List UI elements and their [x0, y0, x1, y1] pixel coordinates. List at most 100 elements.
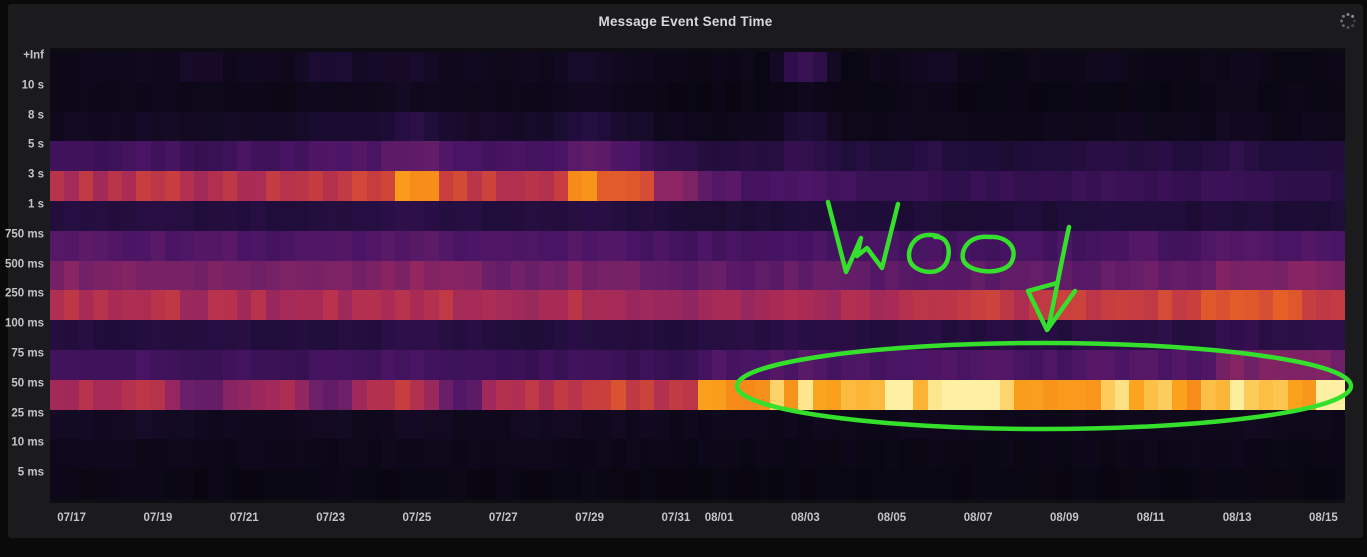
- heatmap-cell: [798, 320, 813, 350]
- heatmap-cell: [1042, 320, 1058, 350]
- heatmap-cell: [193, 349, 209, 380]
- heatmap-cell: [179, 111, 194, 142]
- heatmap-cell: [740, 111, 756, 142]
- heatmap-cell: [553, 379, 569, 410]
- heatmap-cell: [755, 81, 770, 112]
- heatmap-cell: [1230, 379, 1245, 410]
- heatmap-cell: [93, 469, 108, 499]
- heatmap-cell: [121, 81, 137, 112]
- heatmap-cell: [1273, 52, 1288, 82]
- panel-header[interactable]: Message Event Send Time: [8, 4, 1363, 38]
- heatmap-cell: [1316, 111, 1331, 142]
- heatmap-cell: [150, 439, 166, 470]
- heatmap-cell: [222, 409, 238, 440]
- heatmap-cell: [395, 439, 410, 470]
- heatmap-cell: [395, 230, 410, 261]
- heatmap-cell: [841, 52, 856, 82]
- heatmap-cell: [668, 349, 684, 380]
- heatmap-cell: [352, 81, 367, 112]
- heatmap-cell: [798, 200, 813, 231]
- heatmap-cell: [50, 171, 65, 201]
- heatmap-cell: [337, 439, 353, 470]
- heatmap-cell: [107, 81, 122, 112]
- heatmap-cell: [697, 320, 712, 350]
- heatmap-cell: [913, 349, 928, 380]
- heatmap-cell: [409, 439, 425, 470]
- heatmap-cell: [136, 141, 151, 172]
- heatmap-cell: [640, 409, 655, 440]
- heatmap-cell: [265, 141, 281, 172]
- heatmap-cell: [1287, 409, 1302, 440]
- heatmap-cell: [337, 290, 353, 321]
- heatmap-cell: [697, 260, 712, 291]
- heatmap-cell: [1301, 320, 1317, 350]
- heatmap-cell: [798, 290, 813, 321]
- heatmap-cell: [1114, 171, 1130, 201]
- heatmap-cell: [1042, 349, 1058, 380]
- heatmap-cell: [165, 409, 180, 440]
- heatmap-cell: [1057, 111, 1072, 142]
- heatmap-cell: [380, 409, 396, 440]
- heatmap-cell: [999, 200, 1015, 231]
- heatmap-cell: [1086, 260, 1101, 291]
- heatmap-cell: [366, 349, 381, 380]
- y-axis-label: 750 ms: [4, 228, 44, 241]
- heatmap-cell: [1014, 290, 1029, 321]
- heatmap-cell: [409, 290, 425, 321]
- heatmap-cell: [193, 409, 209, 440]
- heatmap-cell: [539, 171, 554, 201]
- heatmap-cell: [1114, 409, 1130, 440]
- heatmap-cell: [640, 171, 655, 201]
- heatmap-cell: [409, 52, 425, 82]
- heatmap-cell: [668, 230, 684, 261]
- heatmap-cell: [380, 349, 396, 380]
- heatmap-cell: [424, 469, 439, 499]
- heatmap-cell: [121, 349, 137, 380]
- heatmap-cell: [755, 111, 770, 142]
- heatmap-cell: [625, 260, 641, 291]
- heatmap-cell: [913, 409, 928, 440]
- heatmap-cell: [222, 52, 238, 82]
- heatmap-cell: [222, 320, 238, 350]
- heatmap-cell: [452, 349, 468, 380]
- heatmap-cell: [611, 469, 626, 499]
- heatmap-cell: [1100, 81, 1115, 112]
- heatmap-cell: [366, 171, 381, 201]
- heatmap-cell: [783, 409, 799, 440]
- heatmap-cell: [1028, 230, 1043, 261]
- heatmap-cell: [1244, 409, 1259, 440]
- heatmap-cell: [1258, 469, 1274, 499]
- heatmap-cell: [165, 171, 180, 201]
- y-axis-label: 100 ms: [4, 317, 44, 330]
- heatmap-cell: [1057, 320, 1072, 350]
- heatmap-cell: [64, 81, 79, 112]
- heatmap-cell: [165, 260, 180, 291]
- heatmap-cell: [121, 469, 137, 499]
- heatmap-cell: [596, 469, 612, 499]
- heatmap-cell: [136, 469, 151, 499]
- heatmap-cell: [769, 469, 784, 499]
- heatmap-cell: [1057, 200, 1072, 231]
- heatmap-cell: [395, 52, 410, 82]
- heatmap-cell: [366, 230, 381, 261]
- heatmap-cell: [726, 379, 741, 410]
- heatmap-cell: [884, 200, 900, 231]
- heatmap-cell: [1215, 111, 1231, 142]
- heatmap-cell: [956, 200, 971, 231]
- heatmap-cell: [208, 409, 223, 440]
- heatmap-cell: [841, 141, 856, 172]
- heatmap-cell: [711, 379, 727, 410]
- heatmap-cell: [769, 111, 784, 142]
- heatmap-cell: [323, 290, 338, 321]
- heatmap-cell: [323, 379, 338, 410]
- heatmap-cell: [524, 111, 540, 142]
- heatmap-cell: [438, 290, 453, 321]
- heatmap-cell: [899, 200, 914, 231]
- heatmap-cell: [870, 349, 885, 380]
- heatmap-cell: [827, 349, 842, 380]
- heatmap-row: [50, 111, 1346, 142]
- heatmap-cell: [208, 111, 223, 142]
- heatmap-plot-area[interactable]: [50, 52, 1346, 499]
- heatmap-cell: [1330, 379, 1346, 410]
- heatmap-cell: [150, 260, 166, 291]
